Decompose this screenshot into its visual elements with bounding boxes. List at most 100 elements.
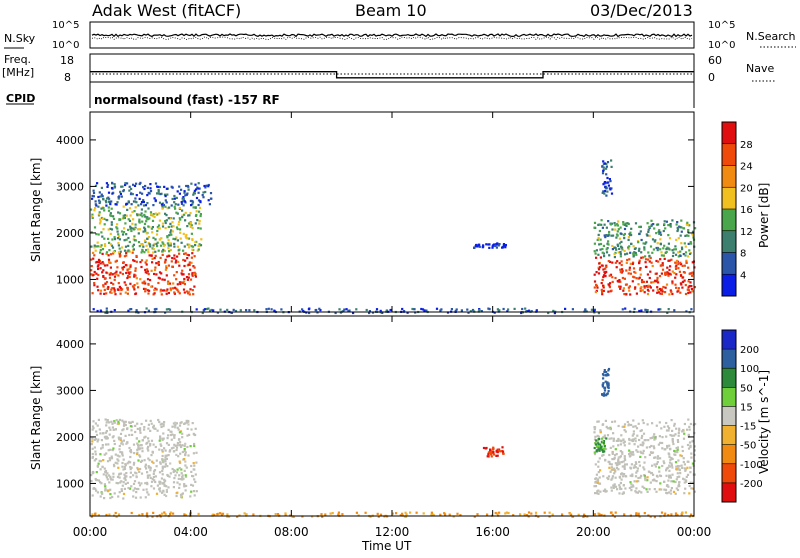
power-cell: [142, 287, 146, 290]
power-cell: [134, 274, 137, 277]
power-cell: [617, 251, 620, 254]
power-cell: [634, 251, 637, 255]
velocity-cell: [630, 489, 633, 492]
power-cell: [601, 247, 604, 251]
velocity-cell: [324, 513, 327, 516]
power-cell: [113, 183, 116, 186]
velocity-cell: [166, 465, 169, 468]
power-cell: [683, 279, 686, 282]
power-cell: [608, 274, 611, 277]
velocity-cell: [146, 476, 149, 479]
power-cell: [618, 247, 621, 250]
power-cell: [204, 186, 207, 189]
power-region-1: [90, 205, 203, 254]
velocity-cell: [672, 480, 675, 483]
power-cell: [658, 275, 662, 278]
power-cell: [117, 274, 120, 277]
velocity-cell: [178, 467, 181, 470]
velocity-cell: [191, 474, 194, 478]
velocity-cell: [686, 428, 689, 431]
power-cell: [149, 183, 152, 186]
power-cell: [147, 292, 150, 295]
velocity-cell: [690, 456, 693, 459]
power-cell: [134, 197, 137, 200]
power-cell: [671, 249, 674, 252]
power-cell: [144, 215, 147, 218]
velocity-cell: [193, 464, 196, 467]
power-cell: [623, 249, 626, 253]
power-cell: [630, 227, 633, 230]
velocity-cell: [666, 425, 670, 428]
velocity-cell: [621, 465, 624, 468]
power-cell: [602, 190, 605, 193]
velocity-cell: [669, 434, 672, 437]
power-cell: [191, 203, 194, 206]
power-cell: [95, 272, 98, 275]
power-cell: [97, 233, 100, 236]
velocity-cell: [681, 445, 684, 448]
velocity-cell: [176, 468, 179, 471]
power-cell: [186, 257, 189, 260]
velocity-cell: [595, 439, 598, 442]
power-cell: [657, 291, 660, 294]
power-cell: [604, 272, 607, 275]
velocity-cell: [162, 425, 165, 428]
power-cell: [93, 226, 97, 229]
velocity-cell: [409, 511, 412, 514]
power-cell: [117, 244, 120, 247]
velocity-cell: [105, 452, 108, 455]
power-cell: [101, 252, 104, 255]
power-cell: [144, 287, 147, 291]
power-cell: [189, 221, 193, 225]
velocity-cell: [631, 451, 635, 454]
power-cell: [144, 240, 147, 244]
power-cell: [127, 309, 130, 312]
power-cell: [190, 224, 193, 227]
power-cell: [142, 186, 145, 189]
velocity-cell: [593, 446, 596, 450]
velocity-cell: [619, 455, 622, 458]
power-cell: [129, 265, 132, 268]
velocity-cell: [143, 426, 146, 429]
velocity-cell: [675, 468, 678, 471]
power-cell: [619, 268, 622, 271]
velocity-cell: [625, 463, 628, 466]
power-cell: [684, 284, 687, 287]
power-cell: [494, 244, 497, 248]
velocity-cell: [688, 425, 691, 428]
power-cell: [183, 291, 186, 294]
power-cell: [609, 282, 612, 285]
power-cell: [648, 234, 651, 237]
power-cell: [347, 309, 350, 312]
power-cell: [605, 264, 608, 267]
power-cell: [174, 203, 177, 206]
power-cell: [219, 308, 222, 311]
velocity-cell: [105, 476, 108, 479]
power-cell: [638, 309, 641, 313]
velocity-cell: [191, 484, 195, 487]
velocity-cell: [97, 514, 100, 517]
velocity-cell: [135, 487, 138, 491]
velocity-cell: [146, 491, 149, 494]
power-cell: [143, 187, 146, 191]
velocity-cell: [181, 444, 184, 447]
power-cell: [190, 245, 193, 248]
power-cell: [239, 309, 242, 312]
power-cell: [143, 280, 146, 283]
power-cell: [143, 213, 146, 216]
velocity-cell: [599, 431, 602, 434]
power-cell: [646, 273, 649, 276]
velocity-cell: [177, 455, 180, 458]
power-cell: [687, 234, 690, 237]
velocity-cell: [125, 442, 128, 445]
velocity-cell: [184, 514, 187, 517]
velocity-cell: [95, 471, 98, 474]
velocity-cell: [144, 463, 147, 466]
velocity-cell: [630, 486, 633, 489]
velocity-cell: [146, 515, 149, 518]
velocity-cell: [147, 445, 150, 448]
velocity-cell: [122, 497, 125, 500]
velocity-cell: [631, 473, 634, 476]
velocity-cell: [163, 478, 166, 481]
